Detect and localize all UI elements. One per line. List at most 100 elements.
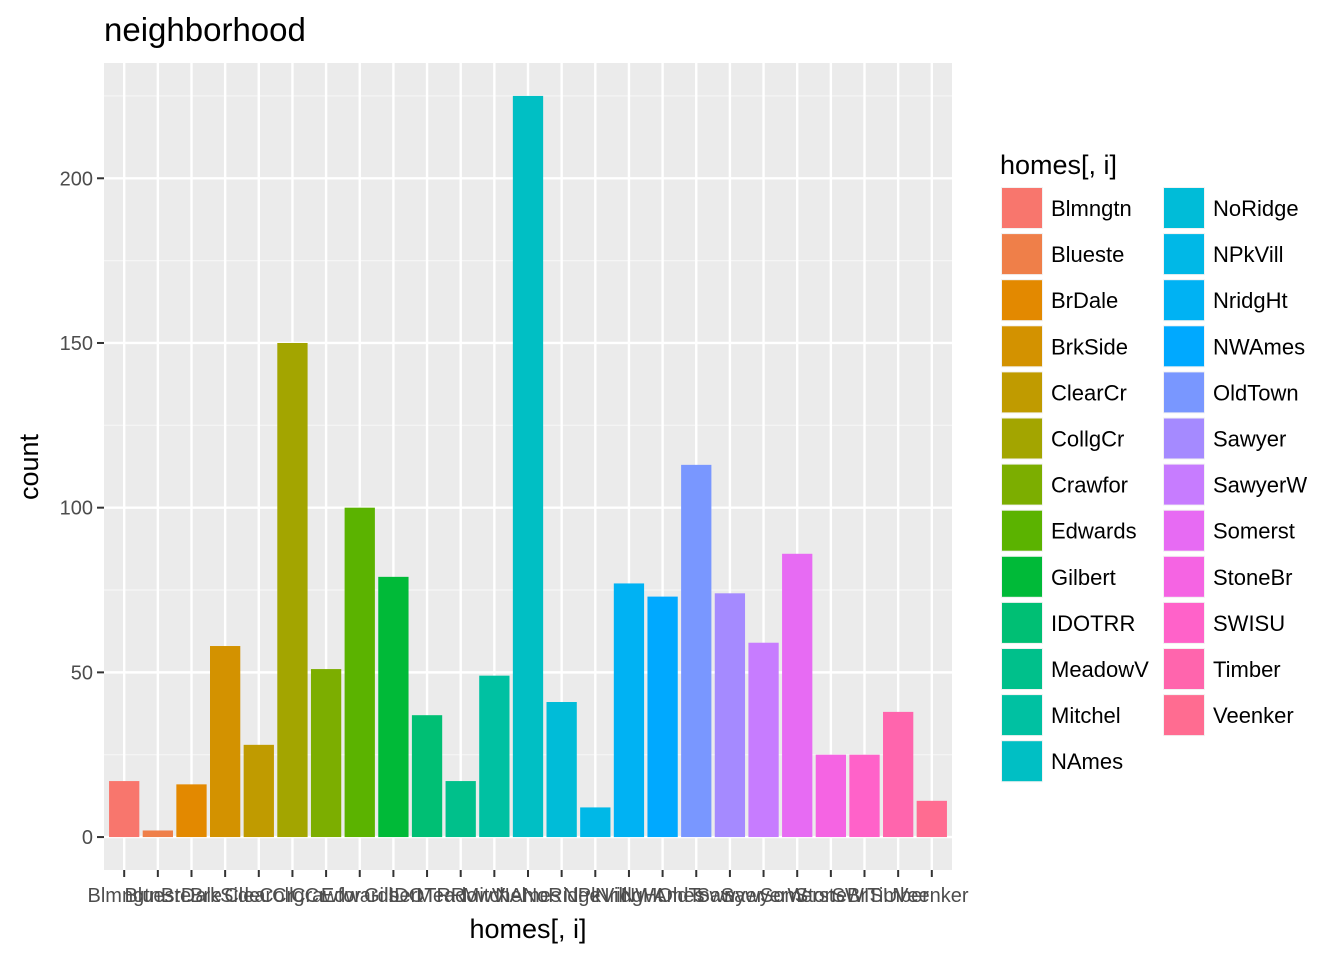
y-tick-label: 0 <box>82 827 93 849</box>
x-axis-title: homes[, i] <box>469 914 586 944</box>
x-tick-label: OldTown <box>657 885 735 907</box>
legend-swatch <box>1002 649 1042 689</box>
x-tick-label: NridgHt <box>595 885 663 907</box>
bar-brkside <box>210 646 241 838</box>
x-tick-label: BrkSide <box>190 885 260 907</box>
legend-label: Veenker <box>1213 703 1294 728</box>
legend-label: Mitchel <box>1051 703 1121 728</box>
bar-names <box>512 95 544 838</box>
x-tick-label: NoRidge <box>523 885 601 907</box>
legend-swatch <box>1164 280 1204 321</box>
x-tick-label: BrDale <box>161 885 222 907</box>
x-tick-label: SWISU <box>832 885 898 907</box>
legend-swatch <box>1164 234 1204 275</box>
bar-blmngtn <box>109 781 140 838</box>
bar-stonebr <box>815 754 846 838</box>
legend-swatch <box>1164 556 1204 597</box>
bar-veenker <box>916 800 947 838</box>
legend-swatch <box>1002 695 1042 736</box>
x-tick-label: Sawyer <box>697 885 764 907</box>
legend-label: ClearCr <box>1051 380 1127 405</box>
bar-sawyer <box>714 593 746 838</box>
legend: homes[, i] Blmngtn Blueste BrDale BrkSide Cl… <box>1000 150 1307 783</box>
bar-gilbert <box>378 576 409 838</box>
x-tick-label: Timber <box>867 885 929 907</box>
legend-swatch <box>1002 464 1042 505</box>
legend-label: MeadowV <box>1051 657 1149 682</box>
legend-swatch <box>1002 602 1042 643</box>
bar-mitchel <box>479 675 510 838</box>
x-tick-label: MeadowV <box>416 885 506 907</box>
x-tick-label: Crawfor <box>291 885 361 907</box>
legend-swatch <box>1002 510 1042 551</box>
y-tick-label: 100 <box>60 498 93 520</box>
legend-swatch <box>1002 418 1042 459</box>
legend-swatch <box>1164 510 1204 551</box>
bar-npkvill <box>580 807 611 838</box>
x-axis: BlmngtnBluesteBrDaleBrkSideClearCrCollgC… <box>88 870 969 907</box>
y-tick-label: 150 <box>60 333 93 355</box>
legend-label: Gilbert <box>1051 565 1116 590</box>
legend-label: NAmes <box>1051 749 1123 774</box>
legend-label: Blueste <box>1051 242 1124 267</box>
x-tick-label: Blmngtn <box>88 885 161 907</box>
legend-swatch <box>1002 326 1042 367</box>
y-axis: 0 50 100 150 200 <box>60 168 104 849</box>
bar-collgcr <box>277 342 308 838</box>
legend-label: Crawfor <box>1051 473 1128 498</box>
x-tick-label: Somerst <box>760 885 835 907</box>
legend-swatch <box>1002 188 1042 228</box>
legend-label: SWISU <box>1213 611 1285 636</box>
x-tick-label: NWAmes <box>621 885 705 907</box>
legend-swatch <box>1164 695 1204 736</box>
legend-label: Blmngtn <box>1051 196 1132 221</box>
legend-swatch <box>1164 464 1204 505</box>
legend-swatch <box>1002 741 1042 782</box>
legend-label: NoRidge <box>1213 196 1299 221</box>
bar-blueste <box>142 830 173 838</box>
legend-swatch <box>1164 188 1204 228</box>
legend-swatch <box>1002 280 1042 321</box>
legend-label: Edwards <box>1051 519 1137 544</box>
x-tick-label: Veenker <box>895 885 969 907</box>
bar-somerst <box>782 553 813 838</box>
legend-label: CollgCr <box>1051 427 1124 452</box>
bar-nridght <box>613 583 645 838</box>
bars <box>109 95 947 838</box>
legend-swatch <box>1164 372 1204 413</box>
bar-meadowv <box>445 781 476 838</box>
bar-sawyerw <box>748 642 779 838</box>
legend-label: Sawyer <box>1213 427 1286 452</box>
bar-nwames <box>647 596 678 838</box>
bar-brdale <box>176 784 207 838</box>
bar-clearcr <box>243 744 274 838</box>
x-tick-label: NPkVill <box>563 885 627 907</box>
legend-label: Timber <box>1213 657 1281 682</box>
legend-swatch <box>1164 649 1204 689</box>
bar-crawfor <box>310 669 342 838</box>
bar-edwards <box>344 507 375 838</box>
x-tick-label: Blueste <box>124 885 191 907</box>
x-tick-label: IDOTRR <box>389 885 466 907</box>
legend-label: NPkVill <box>1213 242 1284 267</box>
legend-swatch <box>1164 418 1204 459</box>
y-tick-label: 200 <box>60 168 93 190</box>
legend-swatch <box>1164 326 1204 367</box>
y-tick-label: 50 <box>71 662 93 684</box>
x-tick-label: SawyerW <box>721 885 807 907</box>
bar-swisu <box>849 754 880 838</box>
legend-label: SawyerW <box>1213 473 1307 498</box>
x-tick-label: CollgCr <box>259 885 326 907</box>
legend-swatch <box>1002 556 1042 597</box>
legend-label: NWAmes <box>1213 334 1305 359</box>
bar-oldtown <box>681 464 712 838</box>
legend-label: BrDale <box>1051 288 1118 313</box>
legend-title: homes[, i] <box>1000 150 1117 180</box>
x-tick-label: Gilbert <box>364 885 423 907</box>
x-tick-label: Edwards <box>321 885 399 907</box>
y-axis-title: count <box>14 433 44 500</box>
legend-swatch <box>1002 372 1042 413</box>
legend-label: IDOTRR <box>1051 611 1135 636</box>
x-tick-label: Mitchel <box>463 885 526 907</box>
